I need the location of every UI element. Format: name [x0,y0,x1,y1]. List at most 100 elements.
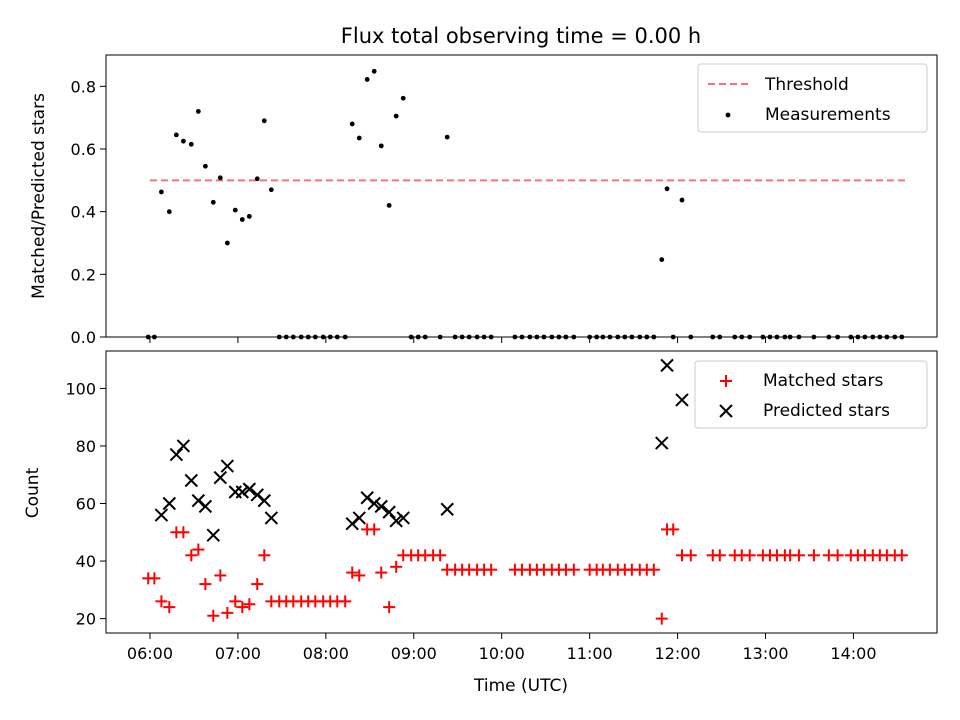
measurement-point [364,77,370,82]
measurement-point [664,186,670,192]
matched-star-point [655,612,668,625]
top-legend-box [697,63,928,133]
bottom-x-tick-label: 06:00 [127,644,173,663]
predicted-star-point [184,473,199,488]
predicted-star-point [257,493,271,508]
top-panel: Flux total observing time = 0.00 h Match… [29,24,938,347]
measurement-point [261,118,267,124]
predicted-star-point [235,485,250,499]
measurement-point [232,207,238,213]
matched-star-point [368,523,381,536]
matched-star-point [567,563,580,576]
matched-star-point [214,569,227,582]
measurement-point [268,187,274,193]
bottom-y-tick-label: 60 [76,495,96,514]
measurement-point [349,121,355,127]
matched-star-point [895,549,908,562]
bottom-x-tick-label: 07:00 [215,644,261,663]
matched-star-point [221,606,234,619]
matched-star-point [192,543,205,556]
matched-star-point [807,549,820,562]
measurement-point [224,240,230,246]
bottom-legend: Matched stars Predicted stars [694,360,928,429]
matched-star-point [339,595,352,608]
matched-star-point [163,601,176,614]
legend-matched-swatch [720,375,732,387]
measurement-point [356,135,362,141]
matched-star-point [155,595,168,608]
bottom-panel: Count Time (UTC) 20 40 60 80 100 06:00 07:00 08… [23,350,938,696]
matched-star-point [434,549,447,562]
predicted-star-point [169,447,184,462]
predicted-star-point [389,514,403,528]
bottom-x-tick-label: 13:00 [742,644,788,663]
matched-star-point [229,595,242,608]
measurement-point [239,217,245,222]
matched-star-point [485,563,498,576]
x-axis-label: Time (UTC) [473,676,568,696]
top-y-axis-label: Matched/Predicted stars [29,93,49,299]
matched-star-point [243,598,256,611]
bottom-x-tick-label: 14:00 [830,644,876,663]
bottom-legend-box [694,360,928,429]
predicted-star-point [660,358,674,373]
measurement-point [444,134,450,140]
matched-star-point [792,549,805,562]
legend-measurements-label: Measurements [765,105,891,125]
measurement-point [393,113,399,119]
measurement-point [166,209,172,215]
matched-star-point [383,601,396,614]
matched-star-point [185,549,198,562]
matched-star-point [148,572,161,585]
top-plot-frame [105,54,938,338]
measurement-point [679,197,685,203]
measurement-point [254,176,260,182]
measurement-point [202,163,208,169]
predicted-star-point [367,496,381,511]
measurement-point [378,143,384,149]
measurement-point [210,199,216,205]
bottom-x-tick-label: 09:00 [391,644,437,663]
matched-star-point [177,526,190,539]
measurement-point [400,95,406,101]
top-y-tick-label: 0.2 [71,265,96,284]
bottom-x-tick-label: 10:00 [479,644,525,663]
predicted-star-point [374,499,388,514]
matched-star-point [713,549,726,562]
measurement-point [246,213,252,219]
top-y-tick-label: 0.4 [71,203,96,222]
measurement-point [195,109,201,114]
bottom-x-tick-label: 08:00 [303,644,349,663]
bottom-y-tick-label: 100 [65,379,96,398]
predicted-star-point [264,511,279,525]
predicted-star-point [176,439,191,453]
predicted-star-point [242,482,257,496]
matched-star-point [207,609,220,622]
legend-threshold-label: Threshold [764,75,849,95]
bottom-plot-frame [105,350,938,634]
measurement-point [659,257,665,263]
predicted-star-point [162,496,177,511]
legend-predicted-swatch [719,404,733,418]
measurement-point [386,203,392,208]
chart-title: Flux total observing time = 0.00 h [341,24,701,48]
matched-star-point [743,549,756,562]
legend-measurements-swatch [725,112,731,118]
matched-star-point [346,566,359,579]
predicted-star-point [655,436,669,450]
measurement-point [371,68,377,74]
predicted-star-point [154,508,169,522]
matched-star-point [236,601,249,614]
matched-star-point [258,549,271,562]
predicted-star-point [198,499,213,514]
predicted-star-point [382,505,396,519]
predicted-star-point [675,393,689,407]
measurement-point [173,132,179,138]
matched-star-point [667,523,680,536]
top-legend: Threshold Measurements [697,63,928,133]
matched-star-point [647,563,660,576]
matched-star-point [251,578,264,591]
matched-star-point [831,549,844,562]
top-y-tick-label: 0.0 [71,328,96,347]
